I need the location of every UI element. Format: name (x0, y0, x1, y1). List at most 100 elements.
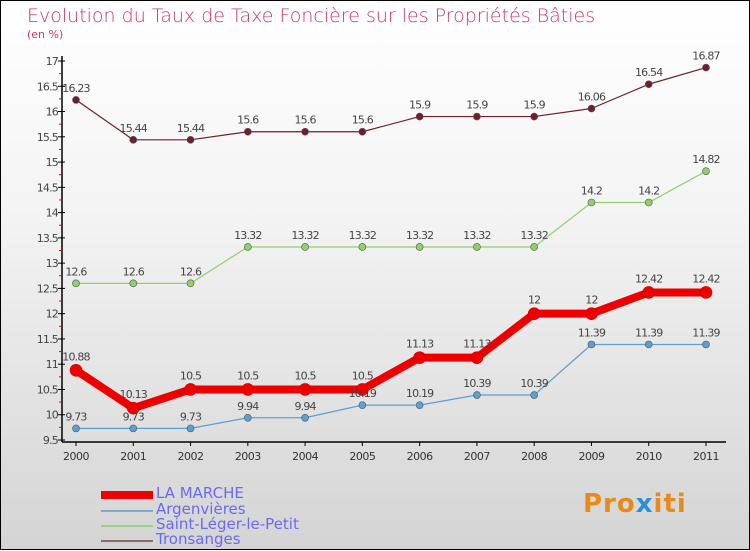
series-line-la-marche (73, 288, 706, 413)
data-label: 10.5 (352, 369, 374, 382)
data-label: 11.39 (635, 326, 663, 339)
data-label: 13.32 (406, 229, 434, 242)
data-point (585, 307, 598, 320)
data-point (587, 104, 596, 113)
data-point (699, 286, 713, 299)
data-point (473, 391, 481, 399)
y-tick-label: 9.5 (43, 434, 59, 447)
data-point (530, 391, 538, 399)
data-point (587, 340, 596, 349)
data-label: 16.54 (635, 66, 663, 79)
legend-swatch (101, 525, 153, 527)
data-label: 11.13 (406, 338, 434, 351)
data-point (644, 80, 653, 89)
x-tick-label: 2000 (63, 450, 89, 463)
data-point (72, 96, 80, 104)
y-tick-label: 14 (46, 207, 59, 220)
data-label: 12.6 (180, 265, 202, 278)
data-point (415, 243, 424, 251)
data-point (473, 112, 481, 121)
x-tick-label: 2003 (235, 450, 261, 463)
y-tick-label: 17 (46, 55, 59, 68)
data-label: 15.6 (294, 114, 316, 127)
data-point (473, 243, 481, 251)
data-label: 16.23 (62, 82, 90, 95)
data-label: 16.06 (578, 91, 606, 104)
y-tick-label: 16 (46, 106, 59, 119)
x-tick-label: 2002 (178, 450, 204, 463)
logo-part: Pro (583, 489, 636, 519)
series-line-argenvi-res (76, 343, 706, 429)
data-label: 13.32 (349, 229, 377, 242)
y-tick-label: 10.5 (37, 383, 59, 396)
data-point (244, 243, 252, 251)
legend-label: Argenvières (156, 500, 246, 518)
legend-label: Saint-Léger-le-Petit (156, 515, 299, 533)
data-point (301, 243, 309, 251)
y-tick-label: 11 (46, 358, 58, 371)
data-point (244, 127, 252, 136)
data-label: 9.73 (65, 410, 87, 423)
data-label: 16.87 (692, 50, 720, 63)
data-point (186, 136, 195, 144)
data-point (415, 401, 424, 409)
logo-part: iti (653, 489, 687, 519)
data-point (356, 383, 369, 396)
data-label: 15.9 (466, 99, 488, 112)
data-label: 9.94 (294, 400, 316, 413)
data-label: 15.6 (352, 114, 374, 127)
data-point (527, 307, 541, 320)
data-point (301, 127, 309, 136)
data-label: 15.6 (237, 114, 259, 127)
data-point (644, 340, 653, 349)
x-tick-label: 2005 (349, 450, 375, 463)
x-tick-label: 2007 (464, 450, 490, 463)
data-point (129, 279, 138, 288)
data-label: 9.73 (180, 410, 202, 423)
data-point (184, 383, 197, 396)
data-point (587, 198, 596, 207)
data-point (129, 136, 138, 144)
x-tick-label: 2011 (693, 450, 719, 463)
legend-swatch (101, 491, 153, 499)
y-tick-label: 15 (46, 156, 59, 169)
data-point (301, 413, 309, 422)
data-point (72, 424, 80, 433)
data-point (702, 167, 710, 175)
data-point (298, 383, 312, 396)
x-tick-label: 2008 (521, 450, 547, 463)
data-label: 15.44 (177, 122, 205, 135)
legend-label: Tronsanges (156, 530, 241, 548)
data-point (413, 351, 426, 364)
x-tick-label: 2010 (636, 450, 662, 463)
data-point (644, 198, 653, 207)
y-tick-label: 14.5 (37, 181, 59, 194)
data-label: 12 (528, 294, 540, 307)
series-line-saint-l-ger-le-petit (76, 170, 707, 284)
data-label: 14.82 (692, 153, 720, 166)
data-point (530, 112, 538, 121)
data-point (470, 351, 484, 364)
legend-swatch (101, 540, 153, 542)
y-tick-label: 11.5 (37, 333, 59, 346)
data-label: 10.19 (349, 387, 377, 400)
x-tick-label: 2006 (407, 450, 433, 463)
data-label: 10.19 (406, 387, 434, 400)
data-point (358, 243, 367, 251)
data-point (186, 279, 195, 288)
data-label: 12.42 (635, 272, 663, 285)
data-label: 10.5 (180, 369, 202, 382)
data-label: 10.39 (520, 377, 548, 390)
chart-title: Evolution du Taux de Taxe Foncière sur l… (27, 5, 596, 27)
data-label: 15.44 (120, 122, 148, 135)
y-tick-label: 16.5 (37, 80, 59, 93)
data-point (72, 279, 80, 288)
data-point (244, 413, 252, 422)
y-tick-label: 10 (46, 409, 59, 422)
data-point (358, 127, 367, 136)
data-point (702, 63, 710, 72)
y-tick-label: 13 (46, 257, 59, 270)
data-label: 10.88 (62, 350, 90, 363)
y-tick-label: 12 (46, 308, 58, 321)
